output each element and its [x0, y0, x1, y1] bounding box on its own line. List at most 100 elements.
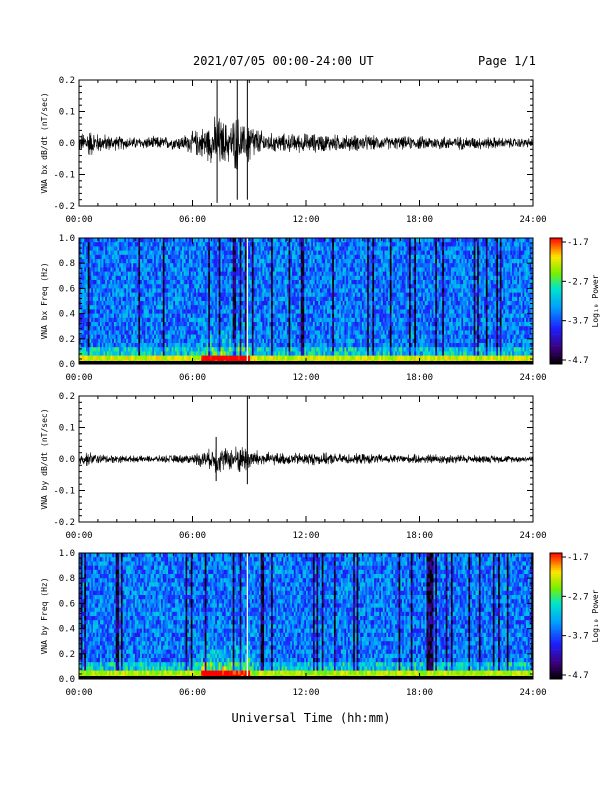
- spectrogram-cell: [134, 296, 137, 302]
- spectrogram-cell: [197, 338, 200, 344]
- spectrogram-cell: [92, 309, 96, 314]
- spectrogram-cell: [314, 250, 317, 256]
- spectrogram-cell: [360, 305, 363, 310]
- spectrogram-cell: [276, 246, 279, 251]
- spectrogram-cell: [110, 330, 113, 335]
- spectrogram-cell: [340, 259, 343, 264]
- spectrogram-cell: [286, 338, 289, 344]
- spectrogram-cell: [260, 351, 263, 356]
- spectrogram-cell: [194, 292, 197, 298]
- spectrogram-cell: [232, 275, 235, 281]
- spectrogram-cell: [234, 263, 237, 268]
- spectrogram-cell: [126, 309, 129, 314]
- spectrogram-cell: [103, 343, 106, 348]
- spectrogram-cell: [161, 254, 164, 260]
- spectrogram-cell: [309, 238, 312, 243]
- spectrogram-cell: [347, 309, 350, 314]
- spectrogram-cell: [311, 343, 314, 348]
- spectrogram-cell: [290, 275, 293, 281]
- spectrogram-cell: [127, 301, 130, 306]
- spectrogram-cell: [120, 317, 123, 323]
- spectrogram-cell: [269, 250, 272, 256]
- spectrogram-cell: [258, 317, 261, 323]
- spectrogram-cell: [220, 238, 223, 243]
- spectrogram-cell: [262, 263, 265, 268]
- spectrogram-cell: [117, 280, 120, 285]
- spectrogram-cell: [335, 347, 338, 352]
- spectrogram-cell: [356, 292, 359, 298]
- spectrogram-cell: [129, 338, 132, 344]
- spectrogram-cell: [171, 296, 174, 302]
- spectrogram-cell: [216, 313, 219, 319]
- spectrogram-cell: [166, 271, 169, 277]
- spectrogram-cell: [258, 263, 261, 268]
- spectrogram-cell: [84, 317, 87, 323]
- spectrogram-cell: [272, 292, 275, 298]
- spectrogram-cell: [134, 317, 137, 323]
- spectrogram-cell: [138, 284, 141, 289]
- spectrogram-cell: [333, 343, 336, 348]
- spectrogram-cell: [178, 317, 181, 323]
- spectrogram-cell: [326, 317, 329, 323]
- spectrogram-cell: [187, 301, 190, 306]
- spectrogram-cell: [80, 288, 83, 293]
- spectrogram-cell: [333, 254, 336, 260]
- spectrogram-cell: [148, 334, 151, 340]
- spectrogram-cell: [183, 271, 186, 277]
- spectrogram-cell: [126, 317, 129, 323]
- spectrogram-cell: [119, 275, 122, 281]
- spectrogram-cell: [314, 288, 317, 293]
- spectrogram-cell: [306, 322, 309, 327]
- spectrogram-cell: [319, 301, 323, 306]
- spectrogram-cell: [204, 254, 207, 260]
- spectrogram-cell: [265, 313, 268, 319]
- spectrogram-cell: [192, 238, 195, 243]
- spectrogram-cell: [333, 271, 336, 277]
- spectrogram-cell: [175, 267, 178, 272]
- spectrogram-cell: [134, 322, 137, 327]
- spectrogram-cell: [143, 275, 146, 281]
- spectrogram-cell: [278, 330, 281, 335]
- spectrogram-cell: [202, 284, 206, 289]
- spectrogram-cell: [105, 305, 108, 310]
- spectrogram-cell: [211, 351, 214, 356]
- spectrogram-cell: [321, 351, 324, 356]
- spectrogram-cell: [213, 242, 216, 247]
- spectrogram-cell: [134, 259, 137, 264]
- spectrogram-cell: [119, 334, 122, 340]
- spectrogram-cell: [230, 263, 233, 268]
- spectrogram-cell: [309, 313, 312, 319]
- spectrogram-cell: [105, 351, 108, 356]
- spectrogram-cell: [344, 338, 347, 344]
- spectrogram-cell: [98, 275, 101, 281]
- spectrogram-cell: [297, 313, 300, 319]
- spectrogram-cell: [330, 284, 333, 289]
- spectrogram-cell: [183, 296, 186, 302]
- spectrogram-cell: [192, 284, 195, 289]
- spectrogram-cell: [333, 322, 336, 327]
- spectrogram-cell: [220, 246, 223, 251]
- spectrogram-cell: [215, 271, 218, 277]
- spectrogram-cell: [342, 305, 345, 310]
- spectrogram-cell: [82, 355, 85, 361]
- spectrogram-cell: [307, 355, 310, 361]
- spectrogram-cell: [295, 259, 298, 264]
- spectrogram-cell: [278, 246, 281, 251]
- spectrogram-cell: [347, 284, 350, 289]
- spectrogram-cell: [148, 355, 151, 361]
- spectrogram-cell: [91, 338, 94, 344]
- spectrogram-cell: [292, 292, 295, 298]
- spectrogram-cell: [122, 263, 125, 268]
- spectrogram-cell: [290, 317, 293, 323]
- spectrogram-cell: [168, 250, 171, 256]
- spectrogram-cell: [89, 280, 92, 285]
- spectrogram-cell: [351, 309, 354, 314]
- spectrogram-cell: [230, 288, 233, 293]
- spectrogram-cell: [353, 242, 356, 247]
- spectrogram-cell: [201, 254, 204, 260]
- spectrogram-cell: [356, 246, 359, 251]
- spectrogram-cell: [183, 284, 186, 289]
- spectrogram-cell: [87, 338, 90, 344]
- spectrogram-cell: [206, 309, 209, 314]
- spectrogram-cell: [319, 280, 323, 285]
